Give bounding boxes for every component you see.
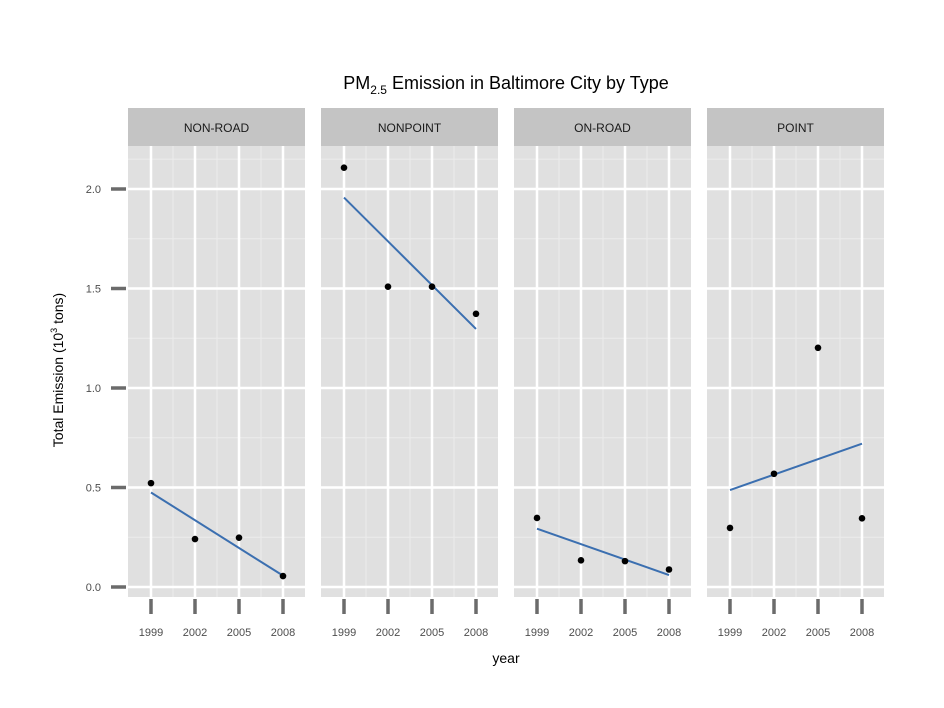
facet-strip [514, 108, 691, 146]
x-tick-label: 1999 [332, 627, 356, 639]
facet-strip-label: NONPOINT [378, 121, 442, 135]
trend-line [729, 442, 863, 492]
trend-line [343, 196, 477, 330]
trend-line [536, 527, 670, 577]
trend-line [150, 491, 284, 577]
x-tick-label: 2005 [613, 627, 637, 639]
x-tick-label: 2002 [762, 627, 786, 639]
data-point [235, 534, 243, 541]
data-point [428, 283, 436, 291]
facet-nonpoint: NONPOINT 1999 2002 2005 2008 [321, 108, 498, 639]
data-point [147, 479, 155, 487]
x-tick-label: 2002 [569, 627, 593, 639]
data-point [858, 515, 866, 522]
x-tick-label: 2008 [271, 627, 295, 639]
y-tick-label: 1.0 [86, 383, 101, 395]
y-axis-title: Total Emission (103 tons) [49, 293, 66, 447]
data-point [577, 557, 585, 564]
data-point [191, 535, 199, 543]
x-tick-label: 2008 [850, 627, 874, 639]
data-point [340, 164, 348, 172]
y-tick-label: 1.5 [86, 284, 101, 296]
x-tick-label: 2002 [376, 627, 400, 639]
data-point [665, 566, 673, 573]
data-point [726, 524, 734, 532]
x-tick-label: 2005 [227, 627, 251, 639]
x-tick-label: 2005 [420, 627, 444, 639]
y-tick-label: 0.5 [86, 483, 101, 495]
x-tick-label: 2005 [806, 627, 830, 639]
x-tick-label: 1999 [525, 627, 549, 639]
facet-strip-label: POINT [777, 121, 814, 135]
facet-strip [321, 108, 498, 146]
y-axis: 0.0 0.5 1.0 1.5 2.0 [86, 184, 126, 594]
x-axis-title: year [492, 650, 520, 666]
data-point [621, 557, 629, 565]
facet-on-road: ON-ROAD 1999 2002 2005 2008 [514, 108, 691, 639]
chart-title: PM2.5 Emission in Baltimore City by Type [343, 73, 668, 97]
facet-strip [128, 108, 305, 146]
y-tick-label: 0.0 [86, 582, 101, 594]
data-point [770, 470, 778, 478]
y-tick-label: 2.0 [86, 184, 101, 196]
facet-strip-label: ON-ROAD [574, 121, 631, 135]
data-point [472, 310, 480, 318]
x-tick-label: 1999 [718, 627, 742, 639]
x-tick-label: 2002 [183, 627, 207, 639]
facet-panels: NON-ROAD 1999 2002 2005 2008 NONPOINT 1999 2002… [128, 108, 884, 639]
x-tick-label: 2008 [464, 627, 488, 639]
data-point [279, 572, 287, 580]
facet-strip [707, 108, 884, 146]
facet-point: POINT 1999 2002 2005 2008 [707, 108, 884, 639]
data-point [533, 514, 541, 522]
x-tick-label: 1999 [139, 627, 163, 639]
x-tick-label: 2008 [657, 627, 681, 639]
facet-strip-label: NON-ROAD [184, 121, 250, 135]
data-point [384, 283, 392, 291]
facet-non-road: NON-ROAD 1999 2002 2005 2008 [128, 108, 305, 639]
data-point [814, 344, 822, 352]
